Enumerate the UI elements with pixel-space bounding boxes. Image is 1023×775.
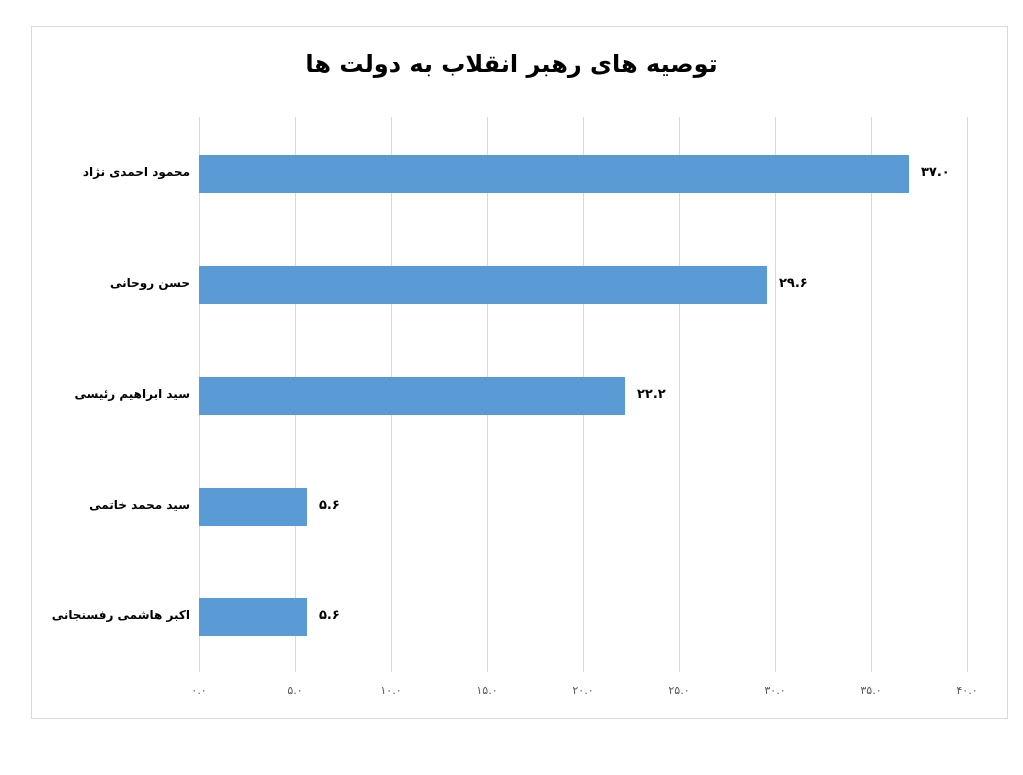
x-tick-label: ۰.۰	[191, 684, 207, 697]
bar[interactable]	[199, 488, 307, 526]
bar-value-label: ۵.۶	[319, 608, 340, 623]
bar-value-label: ۳۷.۰	[921, 165, 950, 180]
x-tick-label: ۳۵.۰	[860, 684, 882, 697]
x-tick-label: ۱۵.۰	[476, 684, 498, 697]
bar-value-label: ۲۲.۲	[637, 387, 666, 402]
chart-frame	[31, 26, 1008, 719]
x-tick-label: ۴۰.۰	[956, 684, 978, 697]
x-tick-label: ۱۰.۰	[380, 684, 402, 697]
gridline	[775, 117, 776, 672]
gridline	[871, 117, 872, 672]
bar-value-label: ۵.۶	[319, 498, 340, 513]
bar[interactable]	[199, 377, 625, 415]
x-tick-label: ۲۰.۰	[572, 684, 594, 697]
x-tick-label: ۵.۰	[287, 684, 303, 697]
category-label: سید ابراهیم رئیسی	[74, 387, 190, 401]
category-label: سید محمد خاتمی	[89, 498, 190, 512]
bar[interactable]	[199, 598, 307, 636]
chart-title: توصیه های رهبر انقلاب به دولت ها	[305, 50, 718, 78]
gridline	[679, 117, 680, 672]
category-label: محمود احمدی نژاد	[82, 165, 190, 179]
bar-value-label: ۲۹.۶	[779, 276, 808, 291]
x-tick-label: ۳۰.۰	[764, 684, 786, 697]
category-label: اکبر هاشمی رفسنجانی	[51, 608, 190, 622]
gridline	[967, 117, 968, 672]
bar[interactable]	[199, 266, 767, 304]
x-tick-label: ۲۵.۰	[668, 684, 690, 697]
category-label: حسن روحانی	[109, 276, 190, 290]
bar[interactable]	[199, 155, 909, 193]
